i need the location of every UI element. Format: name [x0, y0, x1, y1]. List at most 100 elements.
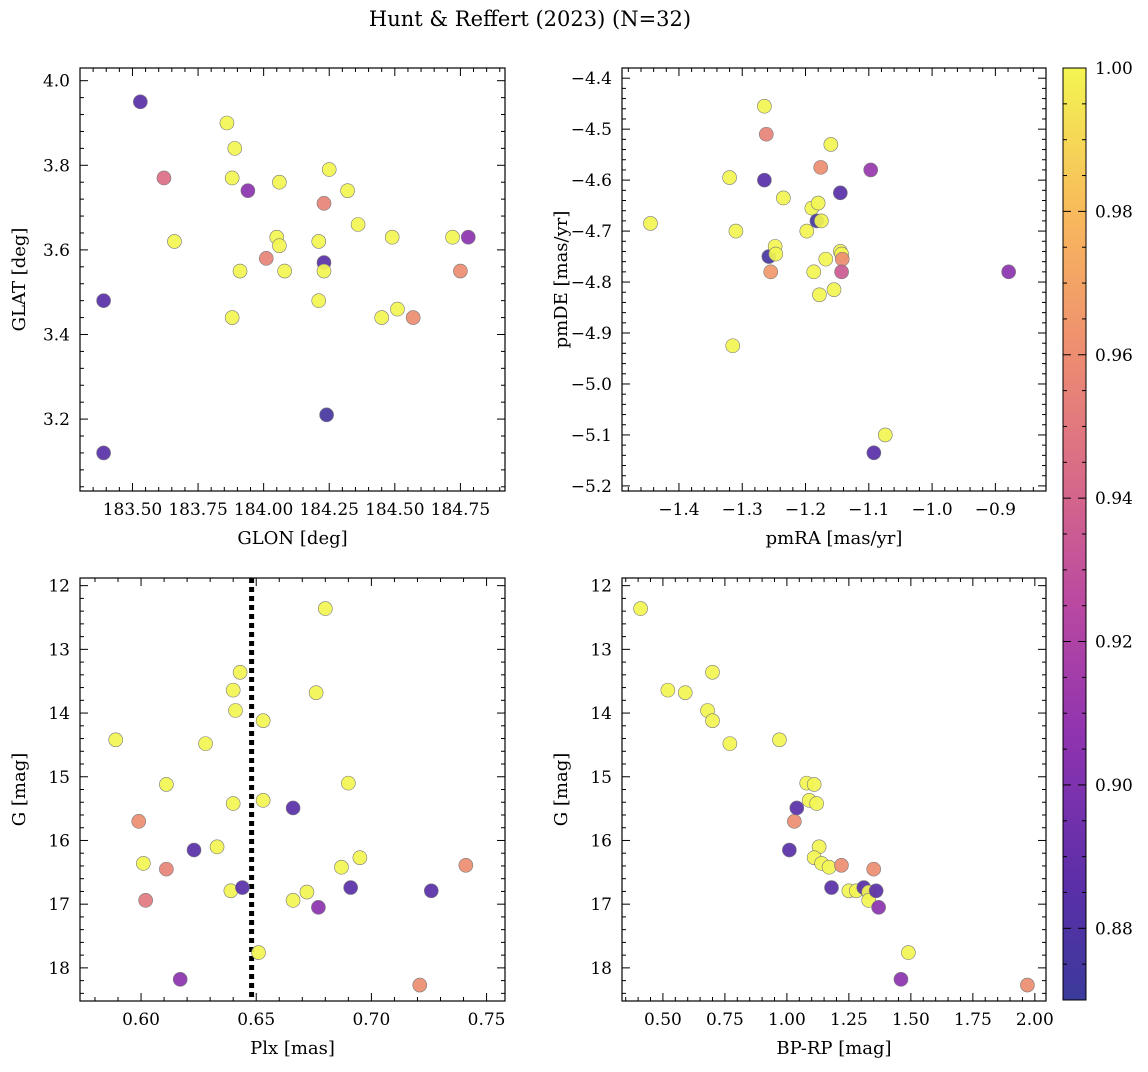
data-point: [728, 223, 744, 239]
data-point: [240, 183, 256, 198]
data-point: [255, 793, 271, 808]
data-point: [258, 251, 274, 266]
data-point: [453, 263, 468, 279]
x-tick-label: 184.00: [234, 500, 293, 520]
data-point: [219, 115, 235, 131]
panel-bprp-g: 0.50 0.75 1.00 1.25 1.50 1.75 2.00 12 13 14 15 16 17…: [551, 577, 1054, 1059]
data-point: [334, 859, 349, 875]
data-point: [722, 736, 738, 751]
colorbar-tick-label: 0.94: [1095, 489, 1133, 509]
data-point: [423, 883, 439, 899]
y-tick-label: −4.5: [571, 120, 612, 140]
y-tick-label: 13: [48, 640, 70, 660]
colorbar: 0.88 0.90 0.92 0.94 0.96 0.98 1.00: [1062, 59, 1133, 1001]
data-point: [186, 842, 202, 858]
data-point: [893, 972, 909, 987]
data-point: [810, 195, 826, 211]
x-tick-label: 184.25: [299, 500, 358, 520]
y-tick-label: 3.4: [43, 325, 70, 345]
y-tick-label: 16: [590, 831, 612, 851]
colorbar-tick-label: 0.96: [1095, 346, 1133, 366]
data-point: [272, 238, 287, 253]
data-point: [722, 170, 737, 185]
data-point: [789, 800, 805, 816]
data-point: [350, 217, 366, 232]
y-tick-label: 17: [590, 895, 612, 915]
data-point: [277, 263, 292, 279]
data-point: [172, 972, 188, 987]
x-tick-label: 183.75: [168, 500, 227, 520]
data-point: [224, 310, 240, 325]
y-tick-label: 15: [590, 768, 612, 788]
data-point: [167, 234, 182, 249]
data-point: [877, 427, 893, 443]
data-point: [806, 264, 822, 280]
y-tick-label: −4.6: [571, 171, 612, 191]
y-tick-label: 3.2: [43, 410, 70, 430]
x-tick-label: 184.50: [365, 500, 424, 520]
data-point: [1001, 264, 1016, 280]
y-axis-label: GLAT [deg]: [9, 228, 30, 332]
data-point: [159, 861, 174, 877]
data-point: [316, 263, 332, 279]
data-point: [405, 310, 421, 325]
data-point: [823, 137, 839, 152]
data-point: [705, 664, 720, 680]
y-tick-label: 18: [590, 959, 612, 979]
data-point: [321, 162, 337, 177]
data-point: [799, 223, 815, 239]
data-point: [757, 98, 772, 114]
data-point: [787, 814, 802, 829]
data-point: [445, 229, 460, 245]
data-point: [352, 850, 368, 865]
data-point: [272, 174, 287, 190]
data-point: [311, 900, 326, 915]
data-point: [866, 445, 882, 461]
y-tick-label: −4.8: [571, 273, 612, 293]
panel-plx-g: 0.60 0.65 0.70 0.75 12 13 14 15 16 17 18 Plx [mas] G…: [9, 577, 506, 1059]
data-point: [225, 796, 241, 811]
figure-title: Hunt & Reffert (2023) (N=32): [369, 7, 691, 31]
data-point: [225, 682, 241, 698]
data-point: [705, 713, 720, 728]
data-point: [824, 880, 839, 895]
y-tick-label: −5.2: [571, 477, 612, 497]
data-point: [311, 293, 327, 308]
data-point: [412, 977, 428, 993]
y-tick-label: −5.1: [571, 426, 612, 446]
data-point: [725, 338, 741, 354]
data-point: [806, 777, 822, 792]
x-axis-label: GLON [deg]: [237, 528, 347, 549]
y-tick-label: 14: [590, 704, 612, 724]
data-point: [374, 310, 389, 325]
data-point: [224, 170, 240, 186]
y-tick-label: 15: [48, 768, 70, 788]
x-tick-label: −0.9: [975, 500, 1016, 520]
x-tick-label: −1.3: [722, 500, 763, 520]
y-axis-label: pmDE [mas/yr]: [551, 211, 572, 349]
data-point: [340, 183, 355, 198]
y-axis-label: G [mag]: [9, 753, 30, 826]
x-axis-label: pmRA [mas/yr]: [766, 528, 903, 549]
y-tick-label: 12: [48, 577, 70, 597]
data-point: [757, 172, 772, 188]
data-point: [318, 601, 333, 616]
data-point: [390, 301, 405, 317]
x-tick-label: 0.75: [706, 1010, 744, 1030]
data-point: [458, 858, 474, 873]
data-point: [1020, 977, 1035, 993]
colorbar-tick-label: 0.88: [1095, 919, 1133, 939]
y-tick-label: −5.0: [571, 375, 612, 395]
x-tick-label: −1.4: [658, 500, 699, 520]
data-point: [209, 839, 225, 855]
x-tick-label: −1.1: [848, 500, 889, 520]
y-tick-label: 3.8: [43, 156, 70, 176]
y-axis-label: G [mag]: [551, 753, 572, 826]
data-point: [868, 883, 884, 899]
colorbar-tick-label: 0.92: [1095, 633, 1133, 653]
y-tick-label: −4.7: [571, 222, 612, 242]
y-tick-label: 18: [48, 959, 70, 979]
data-point: [821, 859, 837, 875]
data-point: [319, 407, 334, 423]
